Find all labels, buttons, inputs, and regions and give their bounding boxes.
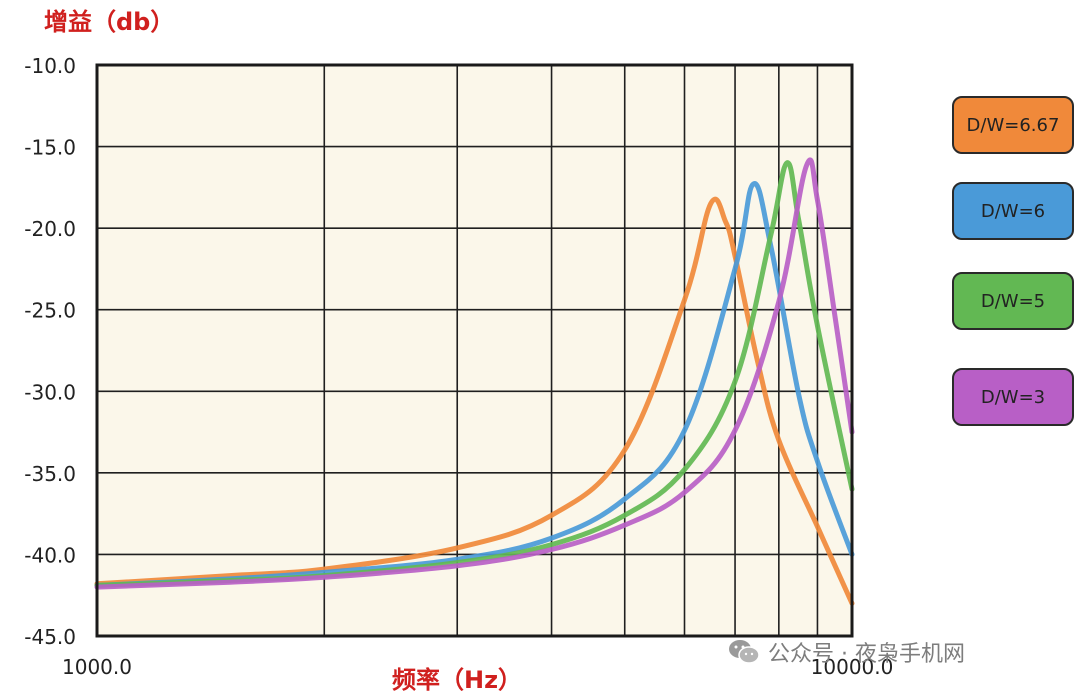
plot-frame [95, 63, 854, 638]
y-tick-label: -20.0 [24, 217, 76, 241]
legend-label: D/W=5 [980, 290, 1046, 312]
y-tick-label: -30.0 [24, 380, 76, 404]
legend-item: D/W=6.67 [952, 96, 1074, 154]
legend-item: D/W=5 [952, 272, 1074, 330]
y-tick-label: -45.0 [24, 625, 76, 649]
y-tick-label: -40.0 [24, 543, 76, 567]
x-tick-label: 1000.0 [62, 655, 132, 679]
series-lines [94, 157, 855, 606]
x-tick-label: 10000.0 [811, 655, 894, 679]
x-tick-labels: 1000.0 10000.0 [62, 655, 893, 679]
legend-item: D/W=6 [952, 182, 1074, 240]
legend-label: D/W=6.67 [966, 114, 1060, 136]
y-tick-label: -10.0 [24, 54, 76, 78]
grid-lines-vertical [323, 65, 819, 636]
plot-area [97, 65, 852, 636]
y-tick-label: -35.0 [24, 462, 76, 486]
y-tick-label: -15.0 [24, 136, 76, 160]
y-tick-labels: -10.0 -15.0 -20.0 -25.0 -30.0 -35.0 -40.0 -45.0 [24, 54, 76, 649]
wechat-icon [729, 640, 760, 664]
legend-label: D/W=3 [980, 386, 1046, 408]
x-axis-label: 频率（Hz） [392, 666, 522, 694]
y-axis-label: 增益（db） [44, 8, 174, 36]
series-line [94, 196, 855, 606]
y-tick-label: -25.0 [24, 299, 76, 323]
series-line [94, 181, 855, 588]
watermark-text: 公众号 · 夜枭手机网 [768, 642, 965, 667]
legend-item: D/W=3 [952, 368, 1074, 426]
series-line [94, 157, 855, 590]
watermark: 公众号 · 夜枭手机网 [728, 634, 965, 670]
legend-label: D/W=6 [980, 200, 1046, 222]
